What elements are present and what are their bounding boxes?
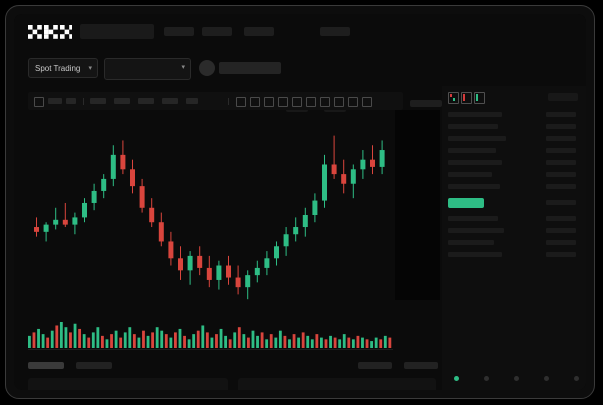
orderbook-header: [448, 92, 580, 104]
interval-label-2[interactable]: [66, 98, 76, 104]
pagination-dot-1[interactable]: [484, 376, 489, 381]
nav-item-1[interactable]: [202, 27, 232, 36]
fib-icon[interactable]: [264, 97, 274, 107]
orderbook-ask-row[interactable]: [448, 148, 496, 153]
orderbook-bid-qty: [546, 240, 576, 245]
orderbook-ask-qty: [546, 136, 576, 141]
eye-icon[interactable]: [348, 97, 358, 107]
fullscreen-button[interactable]: [186, 98, 198, 104]
time-interval-icon[interactable]: [34, 97, 44, 107]
orderbook-last-price: [448, 198, 484, 208]
pair-title: [219, 62, 281, 74]
nav-item-3[interactable]: [320, 27, 350, 36]
market-sub-bar: Spot Trading ▾ ▾: [14, 50, 586, 112]
nav-item-0[interactable]: [164, 27, 194, 36]
orderbook-bid-qty: [546, 216, 576, 221]
overlay-artifact: [395, 110, 440, 300]
trendline-icon[interactable]: [250, 97, 260, 107]
volume-svg: [28, 322, 393, 350]
orderbook-ask-row[interactable]: [448, 184, 500, 189]
brush-icon[interactable]: [306, 97, 316, 107]
chart-toolbar[interactable]: [28, 92, 403, 110]
orderbook-grouping-select[interactable]: [548, 93, 578, 101]
bottom-tab-0[interactable]: [28, 362, 64, 369]
orderbook-asks-icon[interactable]: [461, 92, 472, 104]
orderbook-bid-row[interactable]: [448, 240, 494, 245]
orderbook-bid-row[interactable]: [448, 216, 498, 221]
orderbook-ask-qty: [546, 172, 576, 177]
pagination-dot-4[interactable]: [574, 376, 579, 381]
bottom-panel-0[interactable]: [28, 378, 228, 390]
orderbook-ask-row[interactable]: [448, 160, 502, 165]
indicators-button[interactable]: [114, 98, 130, 104]
orderbook-ask-row[interactable]: [448, 112, 502, 117]
device-bezel: Spot Trading ▾ ▾: [5, 5, 595, 399]
search-input[interactable]: [80, 24, 154, 39]
orderbook-and-form-panel: Buy Sell: [442, 86, 586, 390]
orderbook-ask-row[interactable]: [448, 136, 506, 141]
orderbook-bids-icon[interactable]: [474, 92, 485, 104]
orderbook-ask-row[interactable]: [448, 172, 492, 177]
crosshair-icon[interactable]: [236, 97, 246, 107]
pagination-dot-3[interactable]: [544, 376, 549, 381]
pagination-dot-2[interactable]: [514, 376, 519, 381]
top-navigation-bar: [14, 14, 586, 50]
okx-logo-icon[interactable]: [28, 25, 72, 39]
chevron-down-icon: ▾: [88, 65, 92, 72]
pagination-dots[interactable]: [446, 374, 586, 384]
orderbook-ask-row[interactable]: [448, 124, 498, 129]
lock-icon[interactable]: [334, 97, 344, 107]
orderbook-bid-qty: [546, 252, 576, 257]
trading-pair-select[interactable]: ▾: [104, 58, 191, 80]
bottom-tab-3[interactable]: [404, 362, 438, 369]
market-type-select[interactable]: Spot Trading ▾: [28, 58, 98, 78]
chevron-down-icon: ▾: [181, 64, 185, 71]
volume-chart: [28, 314, 393, 354]
interval-label[interactable]: [48, 98, 62, 104]
wave-icon[interactable]: [278, 97, 288, 107]
market-type-label: Spot Trading: [35, 64, 81, 73]
trash-icon[interactable]: [362, 97, 372, 107]
candlestick-svg: [34, 135, 385, 300]
orderbook-bid-qty: [546, 228, 576, 233]
settings-button[interactable]: [162, 98, 178, 104]
orderbook-ask-qty: [546, 112, 576, 117]
stat-24h-volume: [410, 100, 442, 107]
magnet-icon[interactable]: [320, 97, 330, 107]
nav-item-2[interactable]: [244, 27, 274, 36]
orderbook-ask-qty: [546, 124, 576, 129]
bottom-panel-1[interactable]: [238, 378, 436, 390]
app-screen: Spot Trading ▾ ▾: [14, 14, 586, 390]
orderbook-bid-row[interactable]: [448, 252, 502, 257]
coin-avatar: [199, 60, 215, 76]
orderbook-ask-qty: [546, 148, 576, 153]
text-tool-icon[interactable]: [292, 97, 302, 107]
bottom-tab-1[interactable]: [76, 362, 112, 369]
orderbook-bid-row[interactable]: [448, 228, 504, 233]
pagination-dot-0[interactable]: [454, 376, 459, 381]
orderbook-ask-qty: [546, 184, 576, 189]
orderbook-mark-price: [546, 200, 576, 205]
orderbook-both-icon[interactable]: [448, 92, 459, 104]
candle-type-button[interactable]: [90, 98, 106, 104]
orderbook-ask-qty: [546, 160, 576, 165]
candlestick-chart[interactable]: [28, 114, 403, 314]
compare-button[interactable]: [138, 98, 154, 104]
bottom-tab-2[interactable]: [358, 362, 392, 369]
